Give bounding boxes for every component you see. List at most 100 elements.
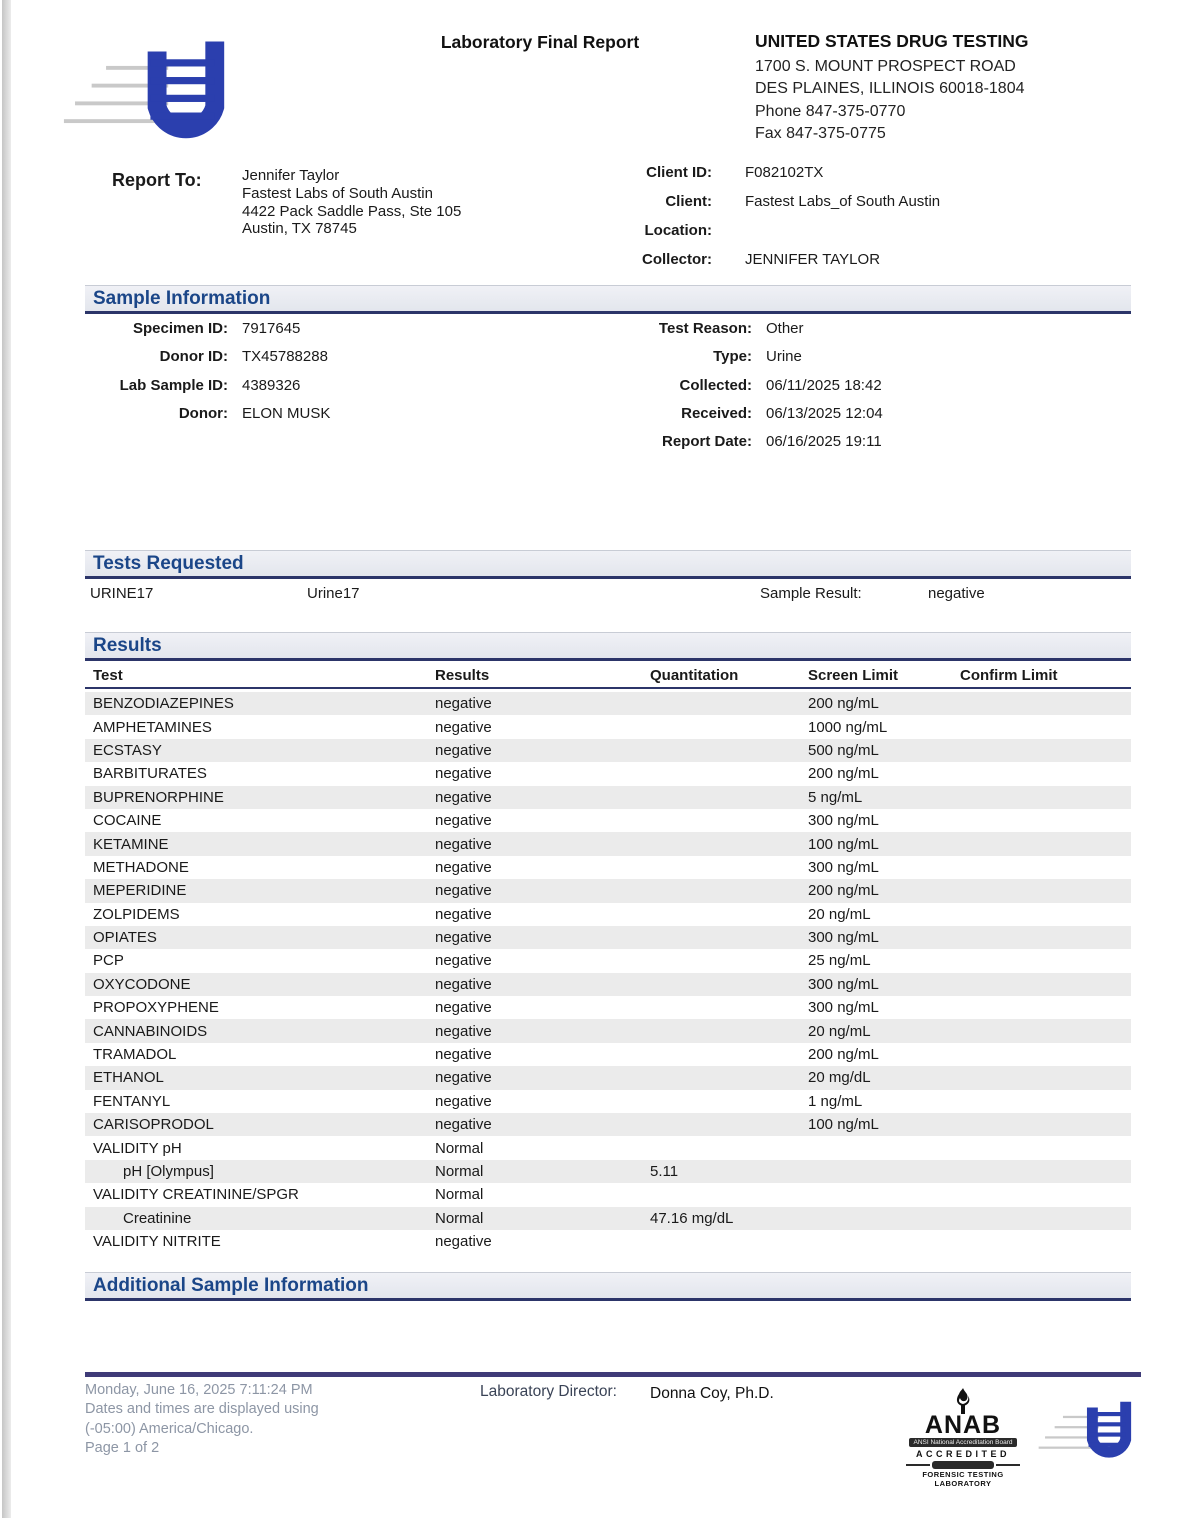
cell-test: AMPHETAMINES [93,718,212,736]
cell-test: Creatinine [123,1209,192,1227]
cell-test: VALIDITY CREATININE/SPGR [93,1186,299,1204]
sample-info-right-column: Test Reason: Other Type: Urine Collected: 06/… [630,320,883,461]
info-label: Specimen ID: [132,320,228,337]
table-row: VALIDITY pH Normal [85,1136,1131,1159]
info-row: Received: 06/13/2025 12:04 [630,405,883,433]
table-row: CARISOPRODOL negative 100 ng/mL [85,1113,1131,1137]
anab-scope-line1: FORENSIC TESTING [922,1470,1004,1479]
info-value: 7917645 [242,320,301,337]
sample-info-left-column: Specimen ID: 7917645 Donor ID: TX45788288 La… [85,320,331,433]
info-row: Report Date: 06/16/2025 19:11 [630,433,883,461]
us-drug-testing-logo-small [1038,1392,1134,1469]
cell-test: ECSTASY [93,741,162,759]
info-value: 06/16/2025 19:11 [766,433,882,451]
table-row: PROPOXYPHENE negative 300 ng/mL [85,996,1131,1019]
info-label: Lab Sample ID: [119,376,228,394]
cell-result: negative [435,975,492,993]
info-row: Collected: 06/11/2025 18:42 [630,377,883,405]
table-row: VALIDITY NITRITE negative [85,1230,1131,1253]
cell-test: COCAINE [93,812,162,830]
anab-accredited-label: ACCREDITED [915,1449,1010,1459]
table-row: ECSTASY negative 500 ng/mL [85,738,1131,763]
cell-test: ZOLPIDEMS [93,905,180,923]
cell-result: negative [435,1046,492,1064]
section-header-results: Results [85,632,1131,661]
report-to-line: 4422 Pack Saddle Pass, Ste 105 [242,202,462,220]
cell-result: negative [435,765,492,783]
lab-address-block: UNITED STATES DRUG TESTING 1700 S. MOUNT… [755,30,1029,146]
report-to-line: Fastest Labs of South Austin [242,184,433,202]
cell-result: negative [435,695,492,713]
cell-test: MEPERIDINE [93,882,187,900]
info-value: 06/11/2025 18:42 [766,376,882,394]
column-header-confirm-limit: Confirm Limit [960,667,1058,684]
page-title: Laboratory Final Report [440,32,640,52]
cell-result: negative [435,1233,492,1251]
cell-result: negative [435,835,492,853]
lab-name: UNITED STATES DRUG TESTING [755,31,1029,51]
footer-timezone-line2: (-05:00) America/Chicago. [85,1420,254,1437]
client-value: Fastest Labs_of South Austin [745,193,941,210]
table-row: CANNABINOIDS negative 20 ng/mL [85,1019,1131,1043]
table-row: VALIDITY CREATININE/SPGR Normal [85,1183,1131,1206]
column-header-test: Test [93,667,123,684]
cell-screen_limit: 20 ng/mL [808,1022,871,1040]
cell-result: negative [435,905,492,923]
laboratory-director-name: Donna Coy, Ph.D. [650,1385,774,1402]
report-to-label: Report To: [112,170,202,190]
table-row: MEPERIDINE negative 200 ng/mL [85,879,1131,903]
section-header-tests-requested: Tests Requested [85,550,1131,579]
cell-result: negative [435,929,492,947]
cell-screen_limit: 300 ng/mL [808,929,879,947]
table-row: pH [Olympus] Normal 5.11 [85,1159,1131,1184]
cell-result: negative [435,741,492,759]
cell-screen_limit: 1 ng/mL [808,1092,863,1110]
table-row: ZOLPIDEMS negative 20 ng/mL [85,903,1131,926]
client-id-value: F082102TX [745,164,824,181]
results-rows: BENZODIAZEPINES negative 200 ng/mL AMPHETAM… [85,692,1131,1253]
us-drug-testing-logo [62,26,230,153]
collector-value: JENNIFER TAYLOR [745,251,881,268]
cell-test: PCP [93,952,124,970]
location-row: Location: [630,222,940,251]
info-label: Test Reason: [658,320,752,337]
sample-result-value: negative [928,585,985,602]
client-id-row: Client ID: F082102TX [630,164,940,193]
anab-wordmark: ANAB [924,1411,1002,1439]
footer-timezone-line1: Dates and times are displayed using [85,1401,319,1418]
cell-test: pH [Olympus] [123,1163,214,1180]
info-value: 4389326 [242,376,301,394]
cell-result: negative [435,952,492,970]
info-row: Donor: ELON MUSK [85,405,331,433]
cell-screen_limit: 300 ng/mL [808,975,879,993]
collector-row: Collector: JENNIFER TAYLOR [630,251,940,280]
lab-address-line2: DES PLAINES, ILLINOIS 60018-1804 [755,80,1025,97]
table-row: BARBITURATES negative 200 ng/mL [85,762,1131,785]
cell-result: negative [435,788,492,806]
cell-result: negative [435,1069,492,1087]
footer-timestamp: Monday, June 16, 2025 7:11:24 PM [85,1382,313,1398]
info-row: Type: Urine [630,348,883,376]
cell-screen_limit: 200 ng/mL [808,695,879,713]
collector-label: Collector: [641,251,712,268]
lab-phone: Phone 847-375-0770 [755,102,906,120]
page-scan-edge [2,0,11,1518]
anab-accreditation-stamp: ANAB ANSI National Accreditation Board A… [903,1388,1023,1488]
client-label: Client: [665,193,712,210]
cell-screen_limit: 100 ng/mL [808,835,879,853]
cell-test: BUPRENORPHINE [93,788,224,806]
cell-result: negative [435,1022,492,1040]
cell-test: CARISOPRODOL [93,1116,214,1134]
cell-result: negative [435,882,492,900]
anab-scope-band [906,1461,1020,1469]
report-to-line: Austin, TX 78745 [242,220,357,238]
table-row: OPIATES negative 300 ng/mL [85,925,1131,950]
laboratory-director-label: Laboratory Director: [480,1383,617,1400]
cell-result: negative [435,858,492,876]
column-header-results: Results [435,667,490,684]
cell-test: BARBITURATES [93,765,207,783]
cell-result: negative [435,999,492,1017]
client-id-label: Client ID: [646,164,712,181]
info-label: Report Date: [661,433,752,451]
u-testtube-icon [63,41,225,139]
